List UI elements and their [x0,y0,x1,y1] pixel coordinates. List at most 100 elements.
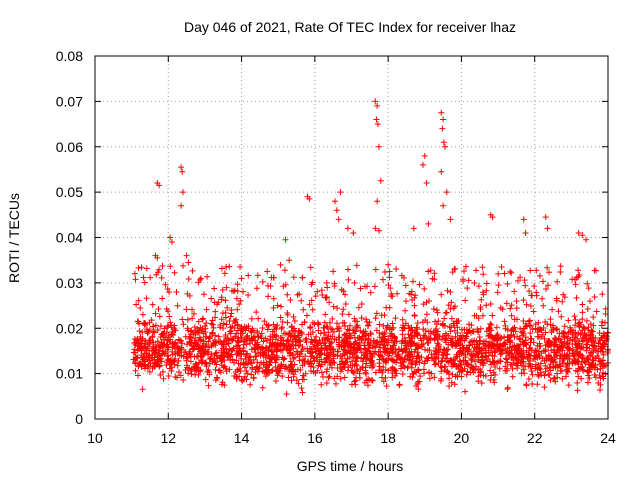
data-point [487,377,494,384]
data-point [522,363,529,370]
chart-title: Day 046 of 2021, Rate Of TEC Index for r… [184,19,516,35]
data-point [573,274,580,281]
data-point [478,380,485,387]
data-point [169,344,176,351]
data-point [262,348,269,355]
data-point [373,116,380,123]
data-point [243,368,250,375]
data-point [259,384,266,391]
data-point [323,351,330,358]
data-point [529,371,536,378]
data-point [400,359,407,366]
data-point [546,269,553,276]
data-point [174,350,181,357]
data-point [443,339,450,346]
data-point [267,339,274,346]
data-point [221,349,228,356]
data-point [330,353,337,360]
data-point [441,315,448,322]
data-point [440,139,447,146]
data-point [298,348,305,355]
data-point [303,312,310,319]
data-point [514,362,521,369]
data-point [209,358,216,365]
data-point [218,347,225,354]
data-point [554,370,561,377]
data-point [263,345,270,352]
data-point [504,280,511,287]
data-point [280,283,287,290]
data-point [238,325,245,332]
data-point [233,343,240,350]
data-point [351,334,358,341]
data-point [237,361,244,368]
data-point [263,321,270,328]
data-point [323,279,330,286]
data-point [359,358,366,365]
y-tick-label: 0.03 [56,275,83,291]
data-point [255,350,262,357]
x-tick-label: 22 [527,430,543,446]
data-point [364,355,371,362]
data-point [522,321,529,328]
data-point [563,373,570,380]
data-point [536,272,543,279]
data-point [209,330,216,337]
data-point [164,346,171,353]
data-point [532,356,539,363]
data-point [287,296,294,303]
data-point [569,346,576,353]
data-point [575,373,582,380]
data-point [148,355,155,362]
data-point [502,325,509,332]
data-point [372,225,379,232]
data-point [317,330,324,337]
data-point [385,355,392,362]
data-point [273,342,280,349]
data-point [435,360,442,366]
data-point [332,198,339,205]
data-point [557,263,564,270]
data-point [557,268,564,275]
data-point [494,336,501,343]
data-point [234,373,241,380]
grid-lines [95,56,608,419]
data-point [213,349,220,356]
data-point [229,347,236,354]
data-point [504,345,511,352]
data-point [180,262,187,269]
data-point [344,266,351,273]
data-point [520,347,527,354]
data-point [335,323,342,330]
data-point [253,309,260,316]
data-point [552,341,559,348]
data-point [281,365,288,372]
data-point [309,279,316,286]
data-point [268,356,275,363]
data-point [291,318,298,325]
data-point [323,323,330,330]
data-point [322,311,329,318]
data-point [273,332,280,339]
data-point [346,340,353,347]
data-point [306,301,313,308]
data-point [131,336,138,343]
data-point [178,202,185,209]
data-point [364,283,371,290]
data-point [600,351,607,358]
y-axis-label: ROTI / TECUs [6,193,22,283]
data-point [439,125,446,132]
data-point [451,266,458,273]
data-point [309,306,316,313]
data-point [168,321,175,328]
data-point [452,333,459,340]
data-point [159,368,166,375]
data-point [526,317,533,324]
data-point [230,335,237,342]
data-point [218,265,225,272]
data-point [269,367,276,374]
data-point [478,356,485,363]
data-point [135,264,142,271]
data-point [470,328,477,335]
data-point [333,207,340,214]
